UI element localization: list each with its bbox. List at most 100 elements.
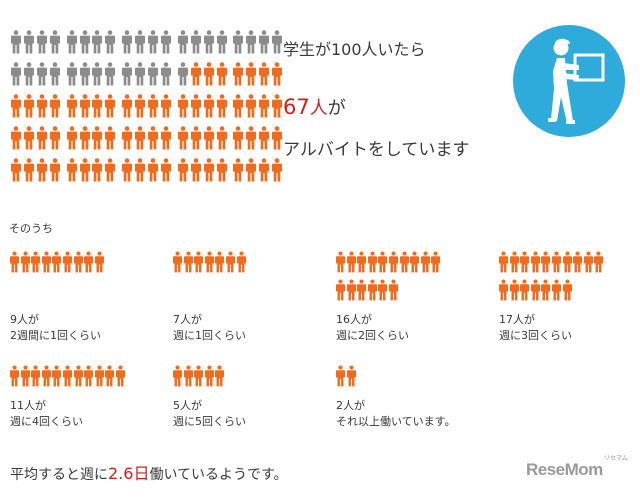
person-icon xyxy=(272,94,283,118)
person-icon xyxy=(52,251,62,273)
person-icon xyxy=(66,158,77,182)
person-icon xyxy=(11,94,21,118)
summary-prefix: 平均すると週に xyxy=(10,467,108,483)
person-icon xyxy=(105,94,116,118)
person-icon xyxy=(79,94,90,118)
person-icon xyxy=(215,365,225,387)
person-icon xyxy=(431,251,441,273)
person-icon xyxy=(216,30,227,54)
group-frequency-label: それ以上働いています。 xyxy=(336,415,456,428)
person-icon xyxy=(79,158,90,182)
person-icon xyxy=(23,158,34,182)
person-icon xyxy=(357,279,367,301)
person-icon xyxy=(336,251,345,273)
person-icon xyxy=(94,365,104,387)
person-icon xyxy=(41,251,51,273)
group-frequency-label: 週に5回くらい xyxy=(173,415,246,428)
person-icon xyxy=(135,158,146,182)
person-icon xyxy=(530,251,540,273)
person-icon xyxy=(105,365,115,387)
person-icon xyxy=(226,251,235,273)
person-icon xyxy=(259,94,270,118)
person-icon xyxy=(336,279,345,301)
person-icon xyxy=(336,365,345,387)
person-icon xyxy=(105,158,116,182)
person-icon xyxy=(92,126,103,150)
person-icon xyxy=(66,62,77,86)
person-icon xyxy=(11,30,21,54)
person-icon xyxy=(272,30,283,54)
person-icon xyxy=(135,94,146,118)
person-icon xyxy=(148,30,158,54)
person-icon xyxy=(583,251,593,273)
person-icon xyxy=(509,251,519,273)
group-frequency-label: 週に2回くらい xyxy=(336,329,409,342)
person-icon xyxy=(203,62,214,86)
person-icon xyxy=(399,251,409,273)
person-icon xyxy=(23,126,34,150)
person-icon xyxy=(204,251,214,273)
person-icon xyxy=(346,251,356,273)
person-icon xyxy=(177,94,188,118)
person-icon xyxy=(573,251,583,273)
group-count-label: 16人が xyxy=(336,313,372,326)
person-icon xyxy=(105,30,116,54)
person-icon xyxy=(36,62,47,86)
person-icon xyxy=(233,62,244,86)
person-icon xyxy=(499,251,508,273)
person-icon xyxy=(562,279,572,301)
group-count-label: 7人が xyxy=(173,313,202,326)
people-grid xyxy=(11,30,283,190)
person-icon xyxy=(203,30,214,54)
person-icon xyxy=(79,62,90,86)
person-icon xyxy=(389,251,398,273)
person-icon xyxy=(11,126,21,150)
group-frequency-label: 週に1回くらい xyxy=(173,329,246,342)
person-icon xyxy=(246,94,257,118)
person-icon xyxy=(233,126,244,150)
person-icon xyxy=(31,365,41,387)
person-icon xyxy=(272,126,283,150)
group-frequency-label: 2週間に1回くらい xyxy=(10,329,101,342)
person-icon xyxy=(52,365,62,387)
group-count-label: 5人が xyxy=(173,399,202,412)
person-icon xyxy=(148,94,158,118)
resemom-logo: ReseMom xyxy=(526,460,603,479)
person-icon xyxy=(204,365,214,387)
person-icon xyxy=(216,62,227,86)
person-icon xyxy=(562,251,572,273)
person-icon xyxy=(160,126,171,150)
person-icon xyxy=(135,62,146,86)
person-icon xyxy=(63,365,72,387)
group-frequency-label: 週に4回くらい xyxy=(10,415,83,428)
person-icon xyxy=(23,94,34,118)
person-icon xyxy=(122,62,133,86)
person-icon xyxy=(63,251,72,273)
person-icon xyxy=(259,158,270,182)
person-icon xyxy=(10,365,19,387)
person-icon xyxy=(160,30,171,54)
person-icon xyxy=(84,251,94,273)
person-icon xyxy=(79,126,90,150)
person-icon xyxy=(148,126,158,150)
average-summary: 平均すると週に2.6日働いているようです。 xyxy=(10,460,288,484)
person-icon xyxy=(41,365,51,387)
person-icon xyxy=(177,62,188,86)
person-icon xyxy=(190,126,201,150)
person-icon xyxy=(357,251,367,273)
person-icon xyxy=(94,251,104,273)
person-icon xyxy=(378,251,388,273)
person-icon xyxy=(520,279,530,301)
person-icon xyxy=(160,158,171,182)
person-icon xyxy=(177,126,188,150)
person-icon xyxy=(92,158,103,182)
person-icon xyxy=(49,30,60,54)
person-icon xyxy=(246,158,257,182)
person-icon xyxy=(259,62,270,86)
person-icon xyxy=(183,365,193,387)
headline-count-number: 67 xyxy=(283,95,310,119)
person-icon xyxy=(272,158,283,182)
person-icon xyxy=(36,126,47,150)
person-icon xyxy=(190,94,201,118)
person-icon xyxy=(190,62,201,86)
